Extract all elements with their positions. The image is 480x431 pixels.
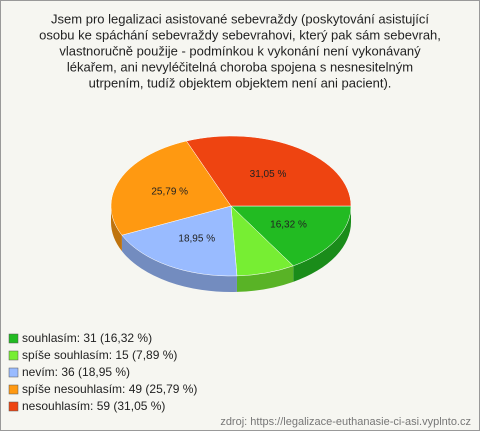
slice [230,205,352,267]
chart-title: Jsem pro legalizaci asistované sebevražd… [51,11,429,26]
slice-side [111,206,122,252]
legend-swatch [8,401,19,412]
chart-title: utrpením, tudíž objektem objektem není a… [89,75,392,90]
slice [110,140,232,236]
slice-side [293,206,351,282]
slice [186,135,352,207]
chart-title: osobu ke spáchání sebevraždy sebevrahovi… [39,27,441,42]
data-label: 25,79 % [151,186,188,197]
slice-side [121,235,237,292]
legend-swatch [8,333,19,344]
legend-swatch [8,384,19,395]
slice-side [236,265,294,292]
data-label: 18,95 % [178,234,215,245]
chart-title: lékařem, ani nevyléčitelná choroba spoje… [67,59,413,74]
legend-label: nesouhlasím: 59 (31,05 %) [22,399,165,413]
legend-swatch [8,350,19,361]
chart-title: vlastnoručně použije - podmínkou k vykon… [59,43,421,58]
legend-label: nevím: 36 (18,95 %) [22,365,130,379]
legend-swatch [8,367,19,378]
slice [121,205,238,277]
source: zdroj: https://legalizace-euthanasie-ci-… [220,416,471,428]
legend-label: souhlasím: 31 (16,32 %) [22,331,152,345]
data-label: 16,32 % [270,220,307,231]
legend-label: spíše souhlasím: 15 (7,89 %) [22,348,177,362]
legend-label: spíše nesouhlasím: 49 (25,79 %) [22,382,197,396]
data-label: 31,05 % [250,169,287,180]
